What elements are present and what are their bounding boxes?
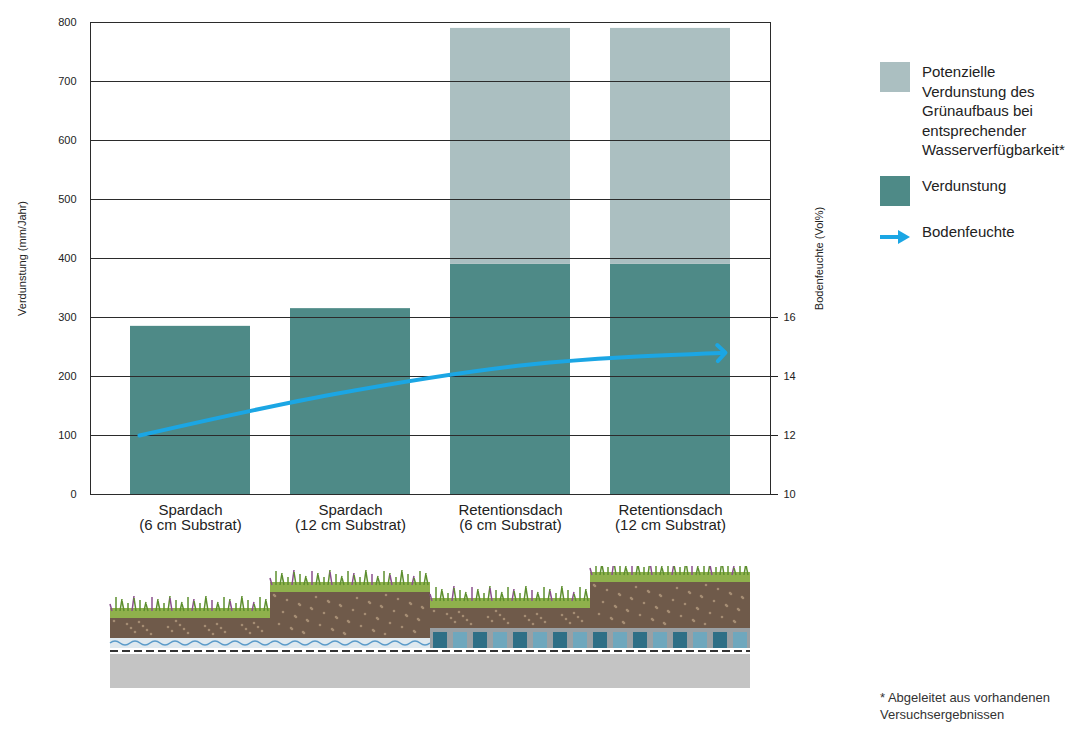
svg-text:10: 10	[784, 488, 796, 500]
svg-text:Retentionsdach(12 cm Substrat): Retentionsdach(12 cm Substrat)	[615, 501, 726, 533]
html-text:* Abgeleitet aus vorhandenen V: * Abgeleitet aus vorhandenen Versuchserg…	[880, 690, 1050, 722]
svg-text:16: 16	[784, 311, 796, 323]
svg-text:700: 700	[58, 75, 76, 87]
svg-text:300: 300	[58, 311, 76, 323]
svg-text:Bodenfeuchte (Vol%): Bodenfeuchte (Vol%)	[813, 207, 825, 310]
svg-text:12: 12	[784, 429, 796, 441]
svg-text:0: 0	[70, 488, 76, 500]
svg-text:14: 14	[784, 370, 796, 382]
html-text:Potenzielle Verdunstung des Gr: Potenzielle Verdunstung des Grünaufbaus …	[922, 63, 1065, 158]
html-text:Verdunstung: Verdunstung	[922, 176, 1007, 194]
svg-text:500: 500	[58, 193, 76, 205]
svg-text:200: 200	[58, 370, 76, 382]
svg-text:400: 400	[58, 252, 76, 264]
svg-text:800: 800	[58, 16, 76, 28]
html-text:Bodenfeuchte: Bodenfeuchte	[922, 222, 1015, 240]
svg-text:Spardach(12 cm Substrat): Spardach(12 cm Substrat)	[295, 501, 406, 533]
svg-text:100: 100	[58, 429, 76, 441]
svg-text:600: 600	[58, 134, 76, 146]
svg-text:Spardach(6 cm Substrat): Spardach(6 cm Substrat)	[139, 501, 242, 533]
svg-text:Retentionsdach(6 cm Substrat): Retentionsdach(6 cm Substrat)	[458, 501, 562, 533]
svg-text:Verdunstung (mm/Jahr): Verdunstung (mm/Jahr)	[16, 201, 28, 316]
